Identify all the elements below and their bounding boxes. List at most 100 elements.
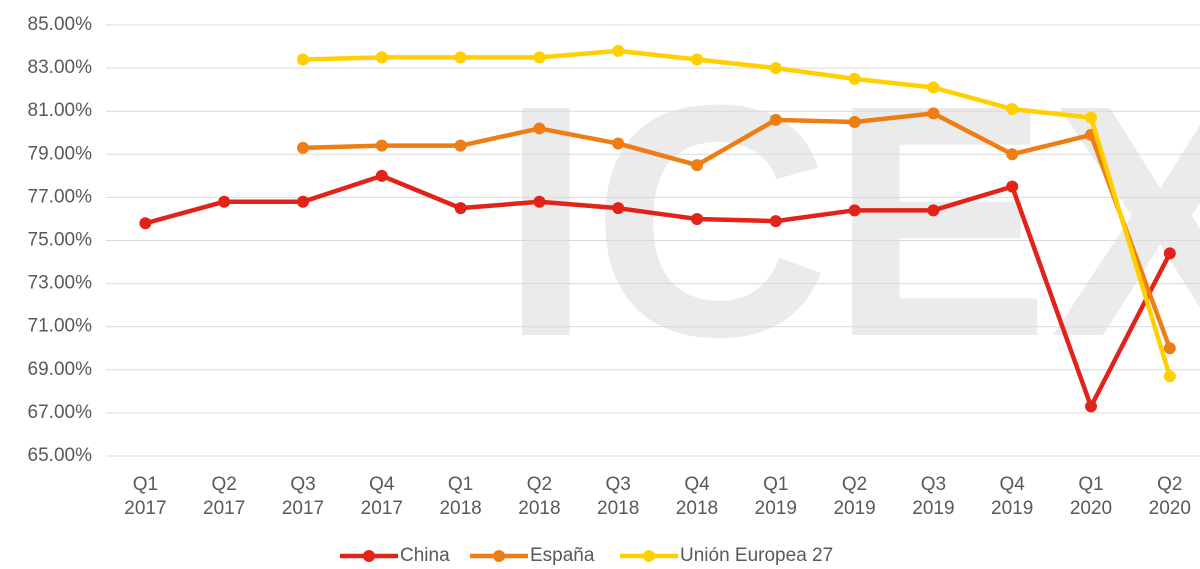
legend-marker [493,550,505,562]
legend-marker [643,550,655,562]
legend-label: China [400,545,450,566]
point [454,51,467,64]
point [1085,400,1097,413]
x-tick-label-line: Q4 [1000,474,1026,495]
x-tick-label-line: Q3 [921,474,946,495]
x-tick-label: Q1 2020 [1070,474,1112,519]
x-tick-label-line: Q3 [606,474,631,495]
x-tick-label-line: 2020 [1149,498,1191,519]
point [139,217,152,230]
x-tick-label-line: Q1 [1078,474,1103,495]
legend-label: Unión Europea 27 [680,545,833,566]
x-tick-label-line: 2018 [439,498,481,519]
point [769,113,782,126]
x-tick-label: Q2 2020 [1149,474,1191,519]
point [297,141,309,154]
x-tick-label-line: Q3 [290,474,315,495]
point [533,51,546,64]
series-line [302,48,1172,377]
point [454,139,467,152]
series-line [302,111,1172,350]
point [533,195,546,208]
point [612,44,625,57]
x-tick-label: Q2 2019 [833,474,875,519]
point [218,195,231,208]
x-tick-label: Q1 2017 [124,474,166,519]
point [848,72,861,85]
point [1163,342,1176,355]
x-tick-label-line: Q2 [842,474,867,495]
x-tick-label-line: Q2 [1157,474,1182,495]
y-tick-label: 77.00% [28,186,93,207]
x-tick-label-line: Q1 [448,474,473,495]
x-tick-label-line: 2018 [518,498,560,519]
point [848,204,861,217]
point [848,115,861,128]
legend-marker [363,550,375,562]
y-tick-label: 79.00% [28,143,93,164]
point [1006,103,1019,116]
y-tick-label: 75.00% [28,230,93,251]
point [927,204,940,217]
x-tick-label: Q1 2018 [439,474,481,519]
point [533,122,546,135]
x-tick-label-line: 2018 [676,498,718,519]
y-tick-label: 65.00% [28,445,93,466]
x-tick-label: Q2 2017 [203,474,245,519]
point [691,212,703,225]
point [769,215,782,228]
y-tick-label: 71.00% [28,316,93,337]
x-tick-label: Q3 2018 [597,474,639,519]
x-tick-label-line: 2019 [833,498,875,519]
watermark: ICEX [500,36,1200,405]
point [612,137,625,150]
point [454,202,467,215]
x-tick-label-line: Q2 [212,474,237,495]
point [297,53,309,66]
point [927,81,940,94]
x-tick-label-line: 2019 [912,498,954,519]
point [927,107,940,120]
x-tick-label-line: Q4 [684,474,710,495]
point [1163,247,1176,260]
point [1006,148,1019,161]
point [691,159,703,172]
x-tick-label-line: Q1 [763,474,788,495]
point [612,202,625,215]
x-tick-label: Q2 2018 [518,474,560,519]
y-tick-label: 85.00% [28,14,93,35]
x-tick-label-line: Q1 [133,474,158,495]
x-tick-label-line: 2017 [124,498,166,519]
point [1085,111,1097,124]
point [1163,370,1176,383]
legend-label: España [530,545,595,566]
point [375,169,388,182]
x-tick-label: Q3 2019 [912,474,954,519]
x-tick-label-line: Q4 [369,474,395,495]
y-tick-label: 83.00% [28,57,93,78]
x-tick-label-line: 2019 [991,498,1033,519]
x-tick-label-line: 2017 [282,498,324,519]
point [297,195,309,208]
point [375,51,388,64]
x-tick-label: Q4 2019 [991,474,1033,519]
y-tick-label: 81.00% [28,100,93,121]
point [375,139,388,152]
point [769,62,782,75]
y-tick-label: 67.00% [28,402,93,423]
point [1006,180,1019,193]
x-tick-label-line: 2019 [755,498,797,519]
x-tick-label-line: 2020 [1070,498,1112,519]
x-tick-label: Q4 2017 [361,474,403,519]
x-tick-label-line: Q2 [527,474,552,495]
x-tick-label: Q1 2019 [755,474,797,519]
x-tick-label: Q4 2018 [676,474,718,519]
x-tick-label: Q3 2017 [282,474,324,519]
x-tick-label-line: 2018 [597,498,639,519]
y-tick-label: 73.00% [28,273,93,294]
y-tick-label: 69.00% [28,359,93,380]
x-tick-label-line: 2017 [203,498,245,519]
x-tick-label-line: 2017 [361,498,403,519]
point [691,53,703,66]
